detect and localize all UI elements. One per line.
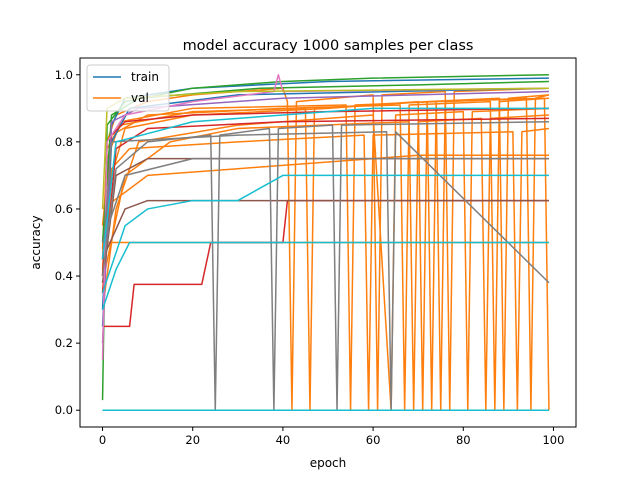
series-line-17 [101, 117, 549, 293]
chart-title: model accuracy 1000 samples per class [183, 38, 474, 54]
series-line-19 [101, 199, 549, 260]
series-line-23 [101, 157, 549, 243]
axes-frame [79, 57, 577, 428]
x-tick-label: 20 [185, 433, 200, 447]
series-line-21 [101, 74, 549, 360]
series-line-28 [101, 107, 549, 260]
x-tick-label: 0 [99, 433, 106, 447]
legend: train val [86, 64, 170, 112]
legend-label-train: train [131, 70, 159, 84]
y-tick-label: 0.6 [55, 202, 73, 216]
series-line-9 [102, 154, 549, 210]
y-tick-label: 0.4 [55, 269, 73, 283]
y-axis-label: accuracy [29, 215, 43, 269]
series-line-27 [101, 174, 549, 294]
legend-label-val: val [131, 91, 149, 105]
y-tick-label: 1.0 [55, 68, 73, 82]
x-tick-label: 80 [456, 433, 471, 447]
x-tick-label: 60 [366, 433, 381, 447]
series-line-26 [101, 241, 549, 310]
ticks-layer: 0 20 40 60 80 100 0.0 0.2 0.4 0.6 0.8 1.0 [55, 68, 565, 447]
series-line-15 [102, 199, 549, 328]
y-tick-label: 0.0 [55, 403, 73, 417]
y-tick-label: 0.2 [55, 336, 73, 350]
series-layer [101, 74, 550, 411]
series-line-1 [101, 94, 550, 411]
x-tick-label: 100 [542, 433, 564, 447]
x-axis-label: epoch [310, 456, 347, 470]
y-tick-label: 0.8 [55, 135, 73, 149]
series-line-24 [101, 131, 550, 411]
x-tick-label: 40 [276, 433, 291, 447]
